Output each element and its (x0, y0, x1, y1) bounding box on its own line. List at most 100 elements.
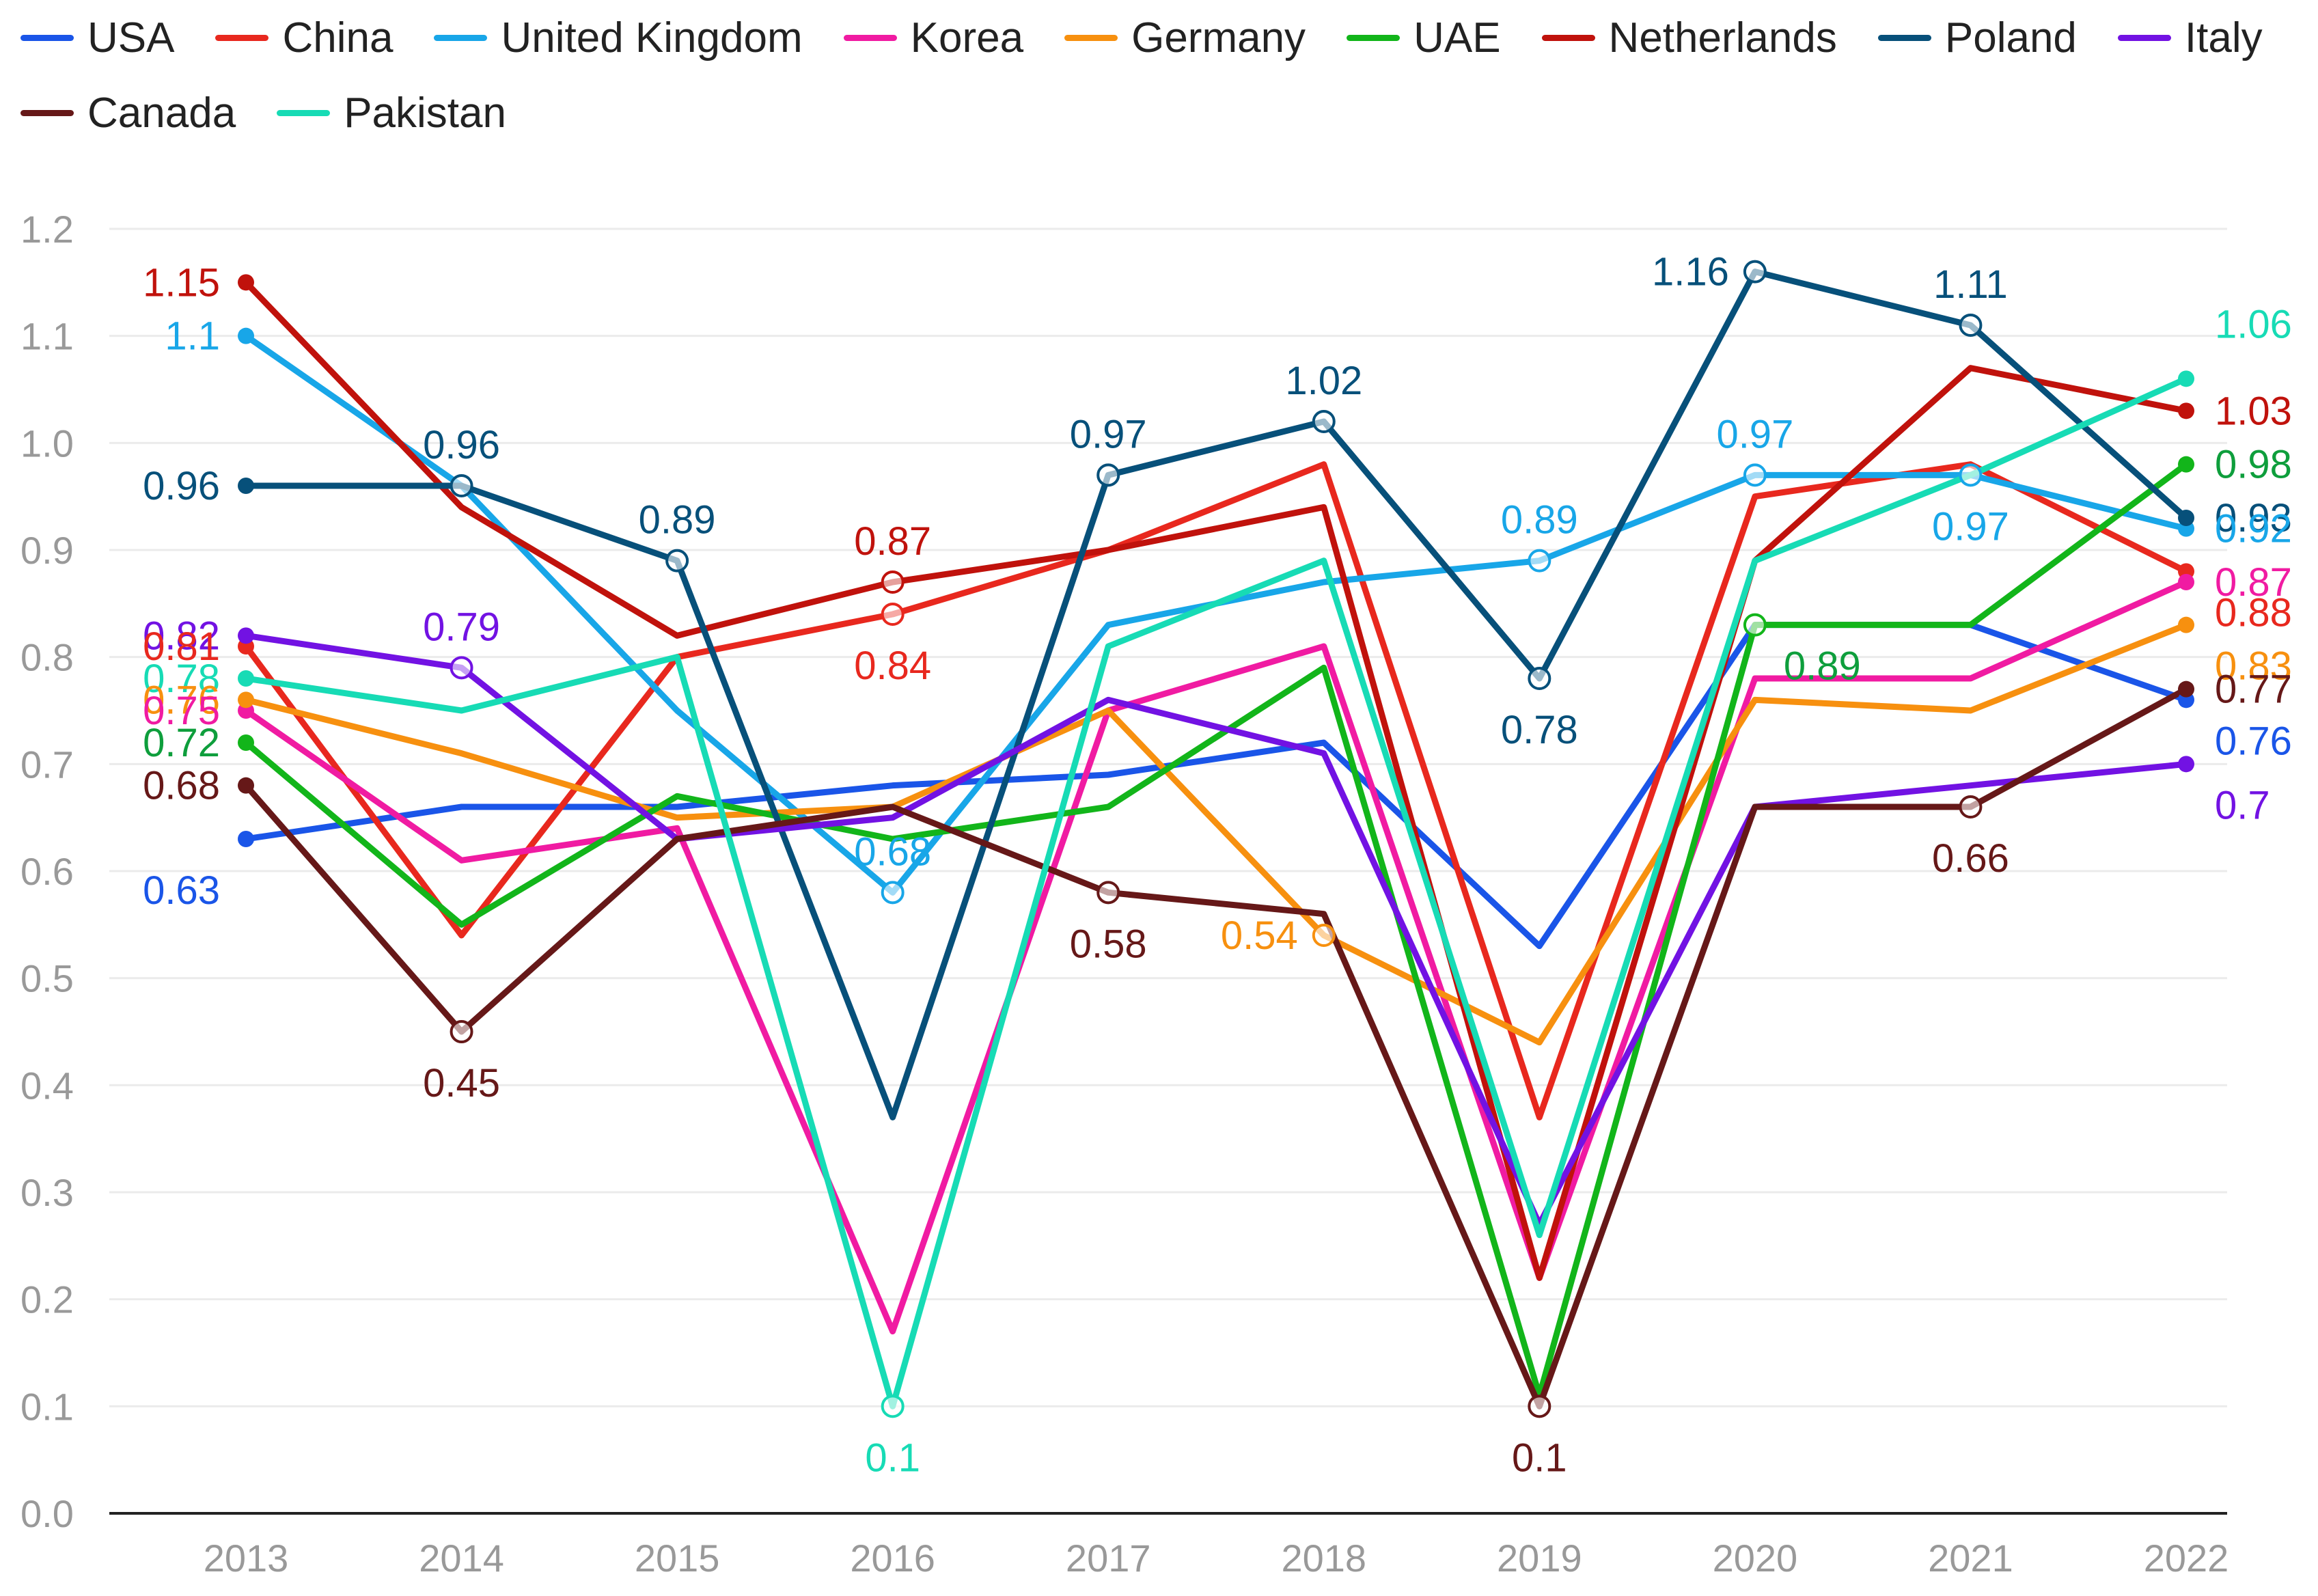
series-point (1096, 463, 1120, 487)
series-point (2178, 574, 2194, 590)
data-label: 0.72 (143, 721, 220, 765)
data-label: 0.89 (1501, 498, 1578, 542)
series-point (450, 656, 473, 680)
y-tick-label: 0.3 (20, 1171, 74, 1214)
x-tick-label: 2020 (1713, 1537, 1798, 1580)
series-point (1528, 1394, 1551, 1418)
legend-label: China (282, 14, 394, 61)
series-line (243, 375, 2190, 1409)
legend-label: Italy (2184, 14, 2263, 61)
legend-item: Germany (1064, 8, 1306, 67)
data-label: 0.81 (143, 624, 220, 669)
legend-label: Korea (910, 14, 1024, 61)
legend-label: United Kingdom (501, 14, 803, 61)
data-label: 0.66 (1932, 836, 2009, 881)
series-line (243, 461, 2190, 1120)
x-tick-label: 2018 (1281, 1537, 1366, 1580)
data-label: 0.76 (143, 678, 220, 722)
legend-swatch (20, 34, 74, 41)
y-tick-label: 0.8 (20, 636, 74, 679)
data-label: 0.58 (1070, 922, 1147, 966)
x-tick-label: 2022 (2144, 1537, 2229, 1580)
y-tick-label: 0.4 (20, 1064, 74, 1107)
x-axis-ticks: 2013 2014 2015 2016 2017 2018 2019 2020 2021 2022 (204, 1537, 2229, 1580)
legend-item: UAE (1347, 8, 1501, 67)
series-point (881, 1394, 905, 1418)
series-line (243, 269, 2190, 1120)
legend-item: Canada (20, 83, 236, 142)
data-label: 1.03 (2215, 389, 2292, 433)
legend-item: Pakistan (277, 83, 506, 142)
data-label: 0.92 (2215, 507, 2292, 551)
data-label: 0.96 (143, 464, 220, 508)
data-label: 0.54 (1221, 913, 1298, 958)
x-tick-label: 2021 (1928, 1537, 2013, 1580)
series-point (238, 777, 254, 794)
data-label: 1.02 (1285, 359, 1362, 403)
series-point (2178, 510, 2194, 526)
legend-swatch (843, 34, 897, 41)
legend-label: Poland (1944, 14, 2077, 61)
legend-swatch (2117, 34, 2171, 41)
data-label: 0.96 (423, 423, 500, 467)
series-point (238, 691, 254, 708)
data-label: 0.87 (854, 519, 931, 564)
data-label: 1.16 (1652, 250, 1729, 294)
series-line (243, 579, 2190, 1335)
data-label: 0.79 (423, 605, 500, 649)
series-line (243, 622, 2190, 950)
y-tick-label: 1.1 (20, 315, 74, 358)
y-tick-label: 0.7 (20, 743, 74, 786)
data-label: 1.06 (2215, 302, 2292, 346)
legend-swatch (1541, 34, 1595, 41)
data-label: 0.7 (2215, 783, 2270, 827)
series-point (1743, 463, 1767, 487)
series-point (450, 1020, 473, 1043)
series-point (2178, 402, 2194, 419)
legend-item: Italy (2117, 8, 2263, 67)
data-label: 0.82 (143, 614, 220, 658)
legend-item: China (215, 8, 393, 67)
legend-item: United Kingdom (434, 8, 803, 67)
series-point (2178, 756, 2194, 773)
data-label: 0.83 (2215, 644, 2292, 689)
data-label: 0.89 (1784, 644, 1861, 689)
series-point (2178, 370, 2194, 387)
data-label: 0.45 (423, 1061, 500, 1105)
legend-label: UAE (1413, 14, 1501, 61)
series-point (881, 603, 905, 626)
series-point (1743, 613, 1767, 637)
x-tick-label: 2015 (635, 1537, 720, 1580)
legend-label: USA (87, 14, 175, 61)
legend-label: Pakistan (344, 89, 506, 137)
data-label: 0.88 (2215, 590, 2292, 635)
series-lines (243, 269, 2190, 1409)
y-tick-label: 0.0 (20, 1492, 74, 1535)
series-point (238, 831, 254, 847)
x-tick-label: 2017 (1066, 1537, 1151, 1580)
data-label: 0.78 (1501, 708, 1578, 752)
legend-item: Netherlands (1541, 8, 1837, 67)
legend-label: Canada (87, 89, 236, 137)
legend-label: Netherlands (1608, 14, 1837, 61)
legend-swatch (434, 34, 488, 41)
series-point (1312, 410, 1336, 433)
series-point (1528, 549, 1551, 573)
y-tick-label: 1.2 (20, 208, 74, 251)
series-point (1959, 795, 1983, 818)
x-tick-label: 2019 (1497, 1537, 1582, 1580)
series-point (1312, 924, 1336, 947)
series-line (243, 461, 2190, 1399)
series-point (2178, 616, 2194, 633)
data-label: 1.11 (1933, 262, 2008, 307)
data-label: 1.1 (165, 314, 220, 359)
data-label: 0.75 (143, 689, 220, 733)
data-label: 0.63 (143, 868, 220, 913)
data-label: 0.84 (854, 644, 931, 688)
legend-swatch (277, 109, 331, 116)
legend-item: USA (20, 8, 174, 67)
data-label: 0.87 (2215, 560, 2292, 605)
data-label: 0.98 (2215, 443, 2292, 487)
series-line (243, 279, 2190, 1281)
